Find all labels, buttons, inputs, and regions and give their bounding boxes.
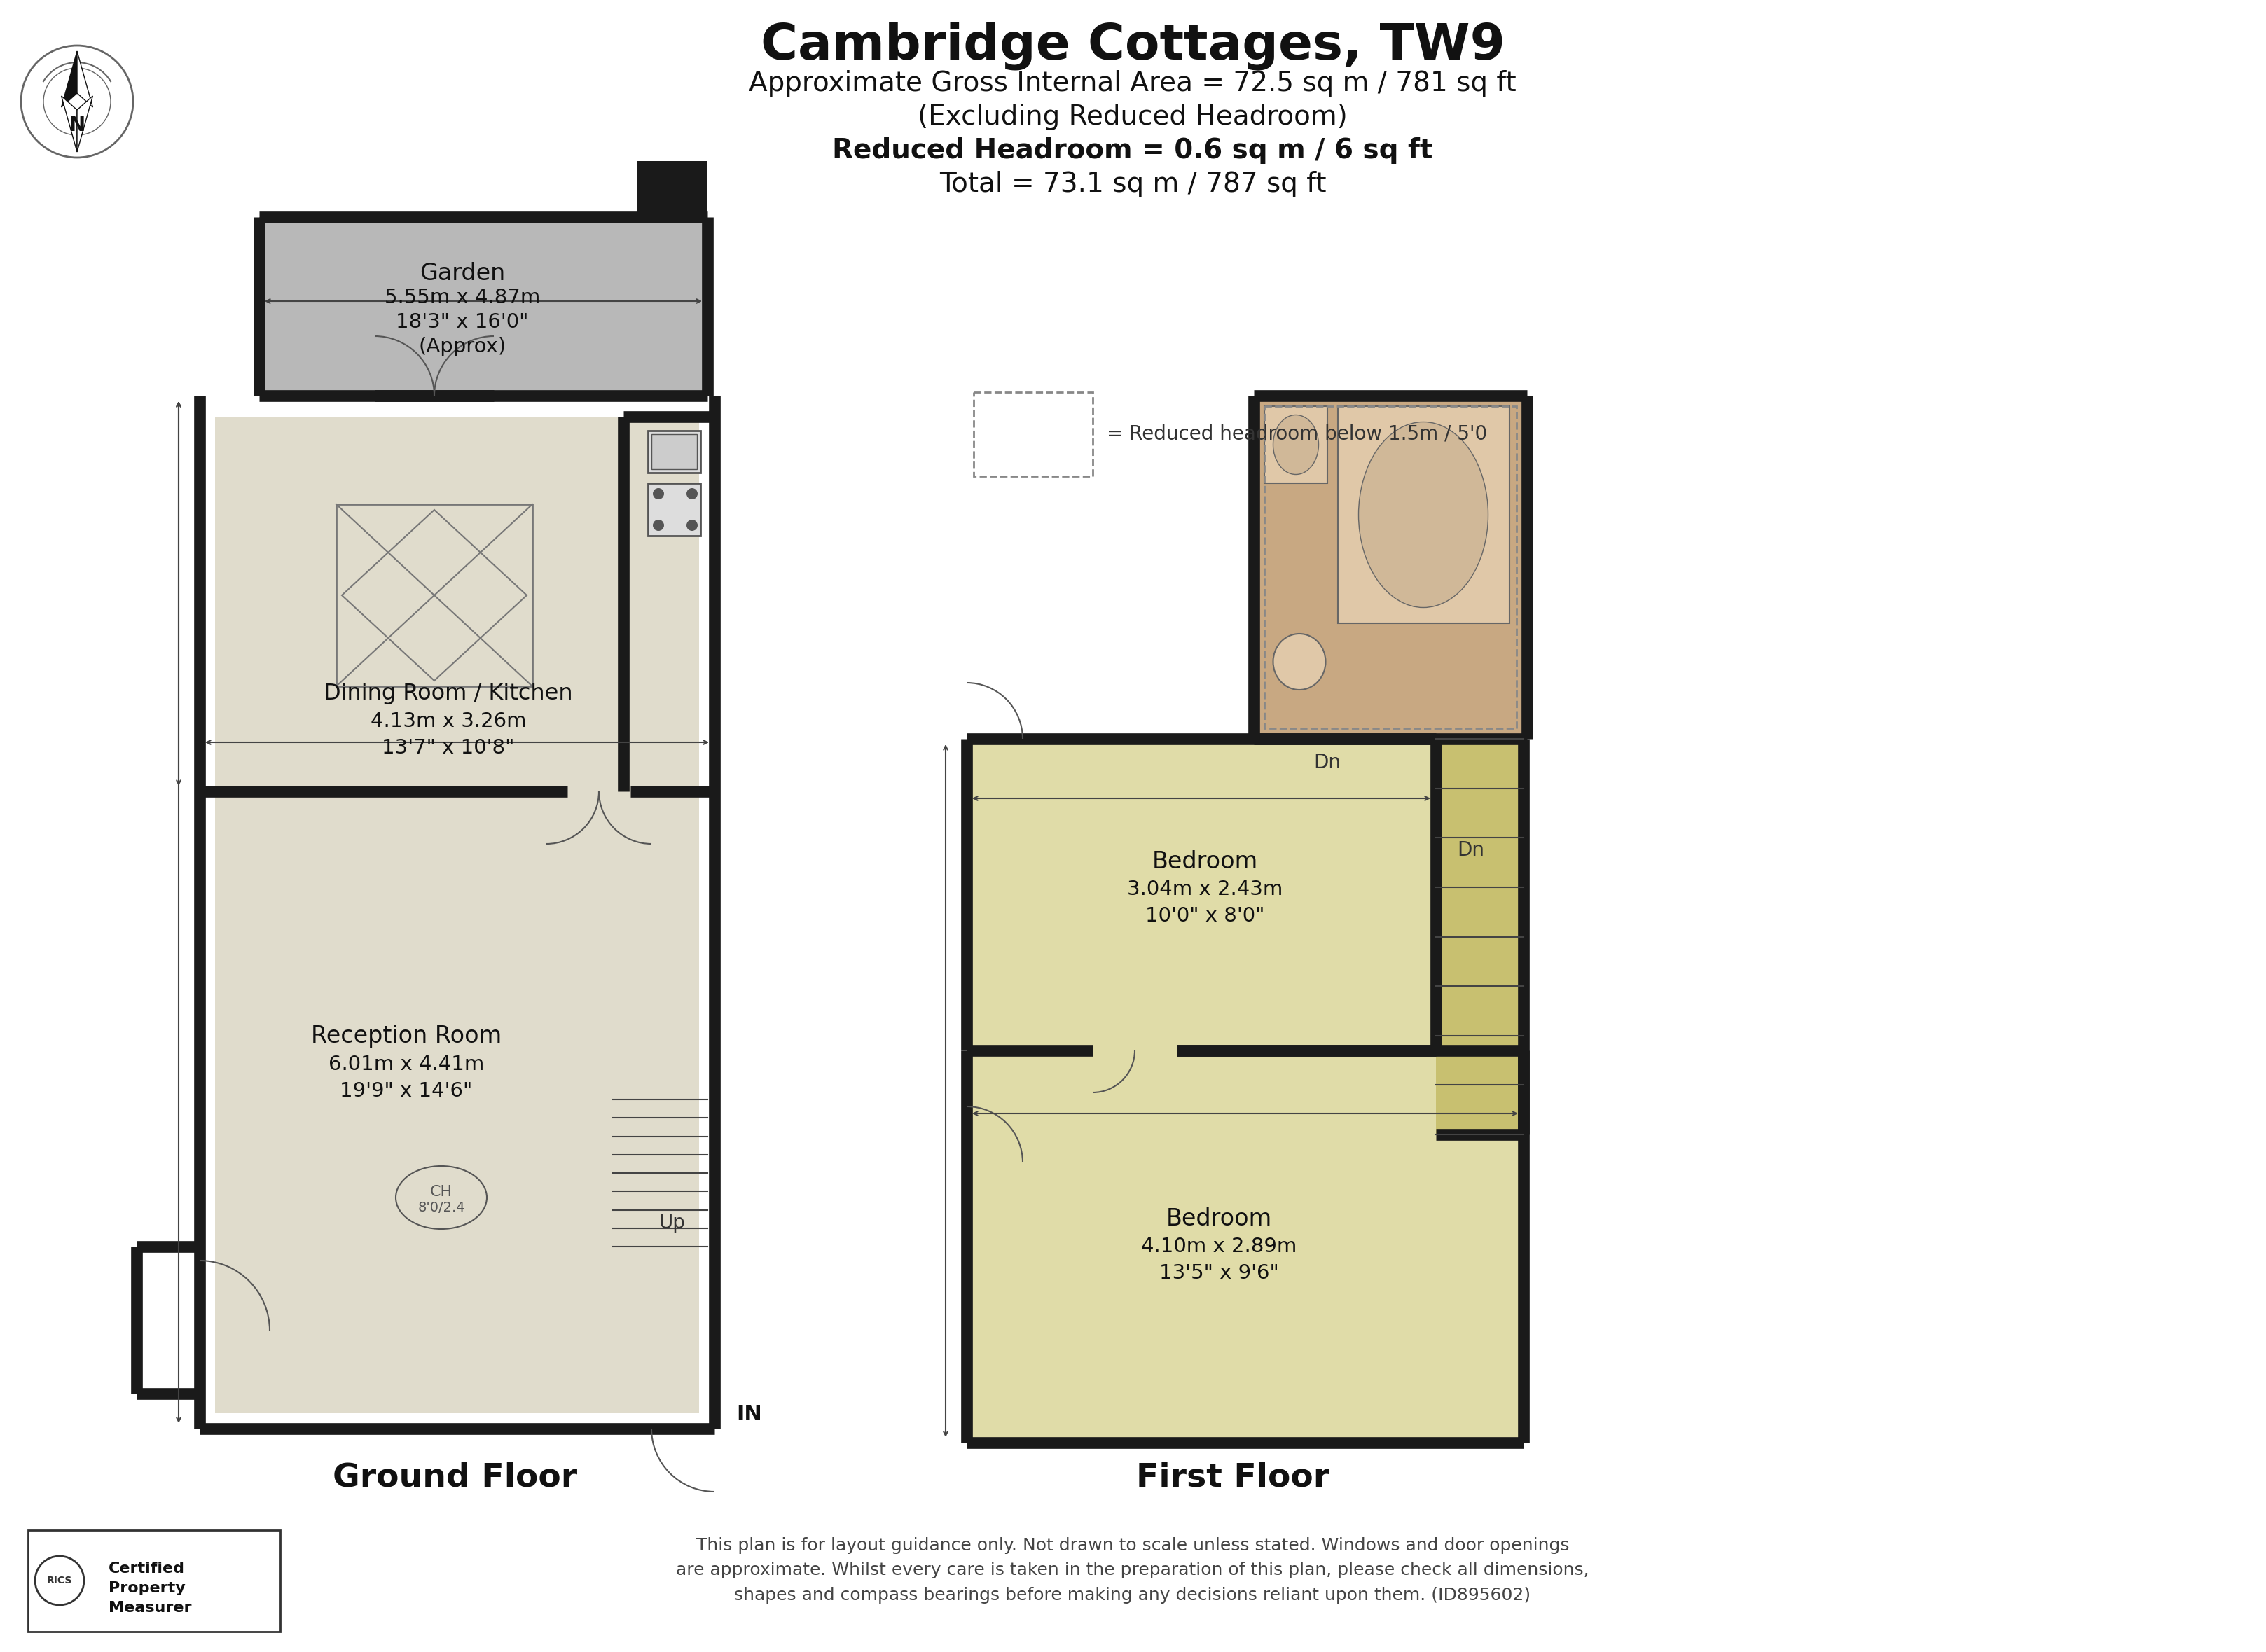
Text: Reception Room: Reception Room bbox=[310, 1024, 501, 1047]
Text: Ground Floor: Ground Floor bbox=[333, 1462, 578, 1493]
Text: This plan is for layout guidance only. Not drawn to scale unless stated. Windows: This plan is for layout guidance only. N… bbox=[675, 1536, 1588, 1604]
Text: 4.10m x 2.89m: 4.10m x 2.89m bbox=[1140, 1237, 1296, 1256]
Bar bbox=[1253, 396, 1527, 738]
Bar bbox=[335, 504, 533, 686]
Bar bbox=[974, 392, 1092, 476]
Text: 8'0/2.4: 8'0/2.4 bbox=[417, 1201, 465, 1214]
Text: Dn: Dn bbox=[1314, 753, 1341, 773]
Text: 3.04m x 2.43m: 3.04m x 2.43m bbox=[1126, 879, 1283, 899]
Text: RICS: RICS bbox=[48, 1576, 73, 1586]
Ellipse shape bbox=[1273, 415, 1319, 474]
Text: 13'7" x 10'8": 13'7" x 10'8" bbox=[383, 738, 514, 758]
Text: First Floor: First Floor bbox=[1135, 1462, 1330, 1493]
Text: Cambridge Cottages, TW9: Cambridge Cottages, TW9 bbox=[761, 21, 1505, 69]
Bar bbox=[623, 416, 700, 791]
Text: Garden: Garden bbox=[419, 261, 505, 284]
Text: 13'5" x 9'6": 13'5" x 9'6" bbox=[1158, 1264, 1278, 1284]
Text: 4.13m x 3.26m: 4.13m x 3.26m bbox=[369, 712, 526, 732]
Bar bbox=[648, 482, 700, 535]
Bar bbox=[1337, 406, 1509, 623]
Text: 5.55m x 4.87m: 5.55m x 4.87m bbox=[385, 287, 539, 307]
Text: (Approx): (Approx) bbox=[419, 337, 505, 357]
Text: Certified: Certified bbox=[109, 1561, 186, 1576]
Text: Total = 73.1 sq m / 787 sq ft: Total = 73.1 sq m / 787 sq ft bbox=[938, 170, 1326, 198]
Bar bbox=[1437, 738, 1523, 1135]
Text: Bedroom: Bedroom bbox=[1151, 849, 1258, 872]
Text: Dn: Dn bbox=[1457, 841, 1484, 861]
Text: Reduced Headroom = 0.6 sq m / 6 sq ft: Reduced Headroom = 0.6 sq m / 6 sq ft bbox=[832, 137, 1432, 164]
Bar bbox=[1264, 406, 1516, 729]
Text: 10'0" x 8'0": 10'0" x 8'0" bbox=[1144, 907, 1264, 925]
Polygon shape bbox=[61, 51, 77, 107]
Text: Bedroom: Bedroom bbox=[1165, 1208, 1271, 1231]
Ellipse shape bbox=[1273, 634, 1326, 691]
Text: CH: CH bbox=[431, 1184, 453, 1199]
Text: Up: Up bbox=[659, 1213, 687, 1232]
Bar bbox=[974, 392, 1092, 476]
Bar bbox=[136, 1247, 199, 1394]
Bar bbox=[1264, 406, 1328, 482]
Bar bbox=[27, 1530, 281, 1632]
Polygon shape bbox=[77, 96, 93, 152]
Text: (Excluding Reduced Headroom): (Excluding Reduced Headroom) bbox=[918, 104, 1348, 131]
Text: Property: Property bbox=[109, 1581, 186, 1596]
Circle shape bbox=[653, 487, 664, 499]
Circle shape bbox=[687, 520, 698, 530]
Bar bbox=[650, 434, 698, 469]
Text: Approximate Gross Internal Area = 72.5 sq m / 781 sq ft: Approximate Gross Internal Area = 72.5 s… bbox=[750, 69, 1516, 96]
Ellipse shape bbox=[1360, 421, 1489, 608]
Text: 18'3" x 16'0": 18'3" x 16'0" bbox=[397, 312, 528, 332]
Bar bbox=[648, 431, 700, 472]
Text: Measurer: Measurer bbox=[109, 1601, 193, 1616]
Text: N: N bbox=[68, 116, 86, 135]
Polygon shape bbox=[77, 51, 93, 107]
Bar bbox=[637, 160, 707, 216]
Text: IN: IN bbox=[736, 1404, 761, 1424]
Text: = Reduced headroom below 1.5m / 5'0: = Reduced headroom below 1.5m / 5'0 bbox=[1106, 425, 1486, 444]
Text: Dining Room / Kitchen: Dining Room / Kitchen bbox=[324, 682, 573, 704]
Bar bbox=[215, 791, 700, 1412]
Text: 6.01m x 4.41m: 6.01m x 4.41m bbox=[329, 1054, 485, 1074]
Circle shape bbox=[687, 487, 698, 499]
Bar bbox=[968, 1051, 1523, 1442]
Bar bbox=[258, 216, 707, 396]
Text: 19'9" x 14'6": 19'9" x 14'6" bbox=[340, 1082, 474, 1100]
Bar bbox=[968, 738, 1437, 1051]
Bar bbox=[215, 416, 700, 791]
Circle shape bbox=[653, 520, 664, 530]
Polygon shape bbox=[61, 96, 77, 152]
